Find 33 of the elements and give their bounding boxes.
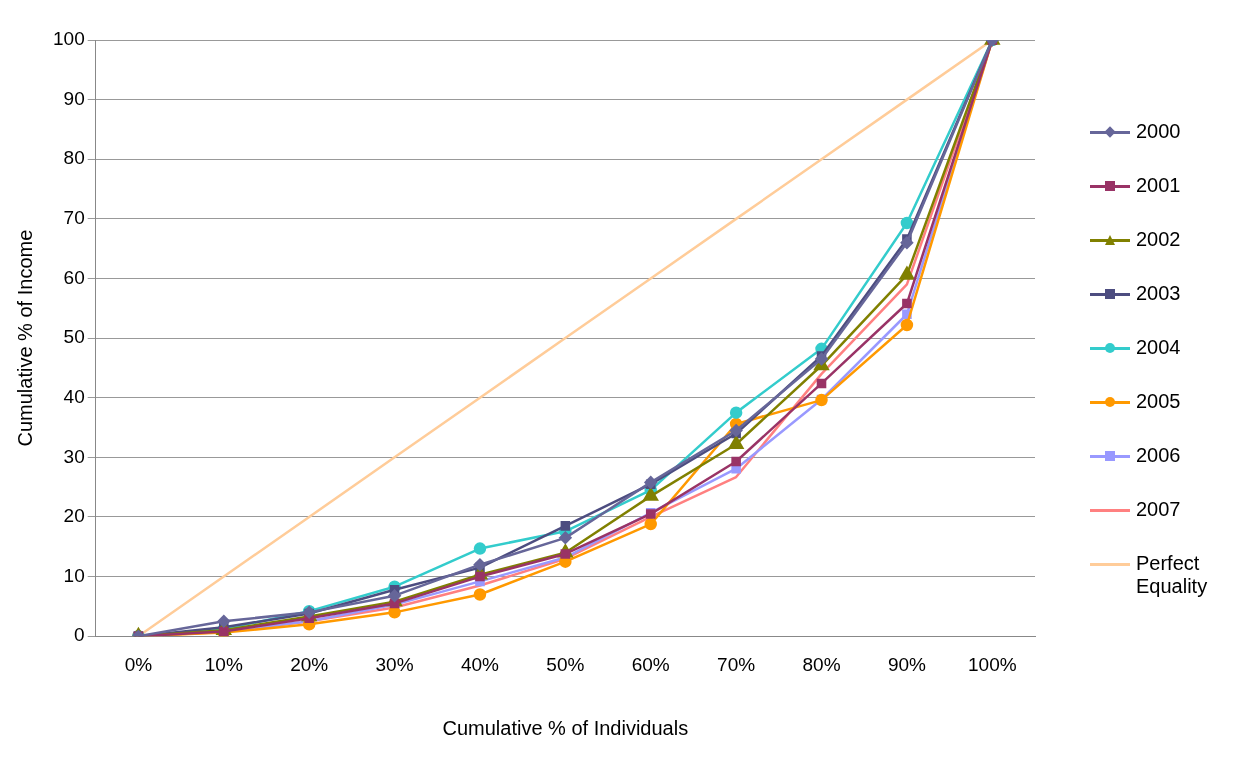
x-tick-label: 90% [887,653,927,675]
legend-label: Perfect Equality [1136,552,1209,598]
y-tick-label: 90 [63,87,85,109]
y-tick-label: 0 [74,624,85,646]
x-axis-title: Cumulative % of Individuals [442,716,689,739]
legend-label: 2005 [1136,390,1181,413]
y-tick-label: 30 [63,445,85,467]
x-tick-label: 70% [717,653,756,675]
x-tick-label: 80% [802,653,841,675]
x-tick-label: 20% [290,653,329,675]
legend-label: 2000 [1136,120,1181,143]
y-tick-label: 20 [63,505,85,527]
legend-label: 2003 [1136,282,1181,305]
legend-label: 2002 [1136,228,1181,251]
x-tick-label: 50% [546,653,585,675]
y-axis-title: Cumulative % of Income [13,229,36,447]
x-tick-label: 60% [631,653,670,675]
y-tick-label: 80 [63,147,85,169]
x-tick-label: 30% [375,653,414,675]
x-tick-label: 40% [460,653,500,675]
legend-label: 2006 [1136,444,1181,467]
x-tick-label: 0% [124,653,153,675]
x-tick-label: 10% [204,653,243,675]
legend-label: 2001 [1136,174,1181,197]
y-tick-label: 50 [63,326,85,348]
legend-label: 2007 [1136,498,1181,521]
y-tick-label: 100 [53,28,85,50]
y-tick-label: 40 [63,385,85,407]
legend-label: 2004 [1136,336,1181,359]
y-tick-label: 10 [63,564,85,586]
y-tick-label: 70 [63,207,85,229]
x-tick-label: 100% [968,653,1017,675]
y-tick-label: 60 [63,266,85,288]
